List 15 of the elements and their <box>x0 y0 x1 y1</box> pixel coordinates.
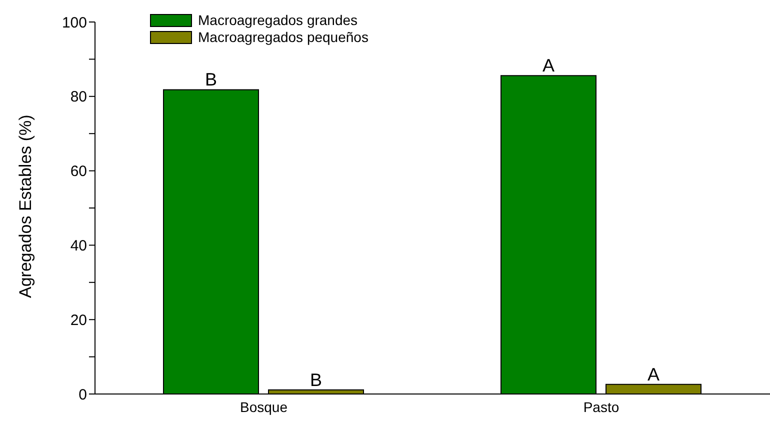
annotation: A <box>542 56 555 76</box>
x-tick-label: Pasto <box>583 398 620 415</box>
x-tick-label: Bosque <box>240 398 288 415</box>
legend-label: Macroagregados grandes <box>198 12 358 29</box>
y-tick-label: 100 <box>62 14 87 32</box>
annotation: A <box>647 364 660 384</box>
y-tick-label: 60 <box>70 163 87 180</box>
annotation: B <box>310 370 322 390</box>
y-tick-label: 80 <box>70 88 87 106</box>
annotation: B <box>204 70 218 90</box>
legend-label: Macroagregados pequeños <box>198 29 368 46</box>
y-tick-label: 40 <box>70 238 87 255</box>
y-tick-label: 0 <box>78 386 87 404</box>
y-tick-label: 20 <box>70 312 87 329</box>
y-axis-title: Agregados Estables (%) <box>16 114 36 298</box>
